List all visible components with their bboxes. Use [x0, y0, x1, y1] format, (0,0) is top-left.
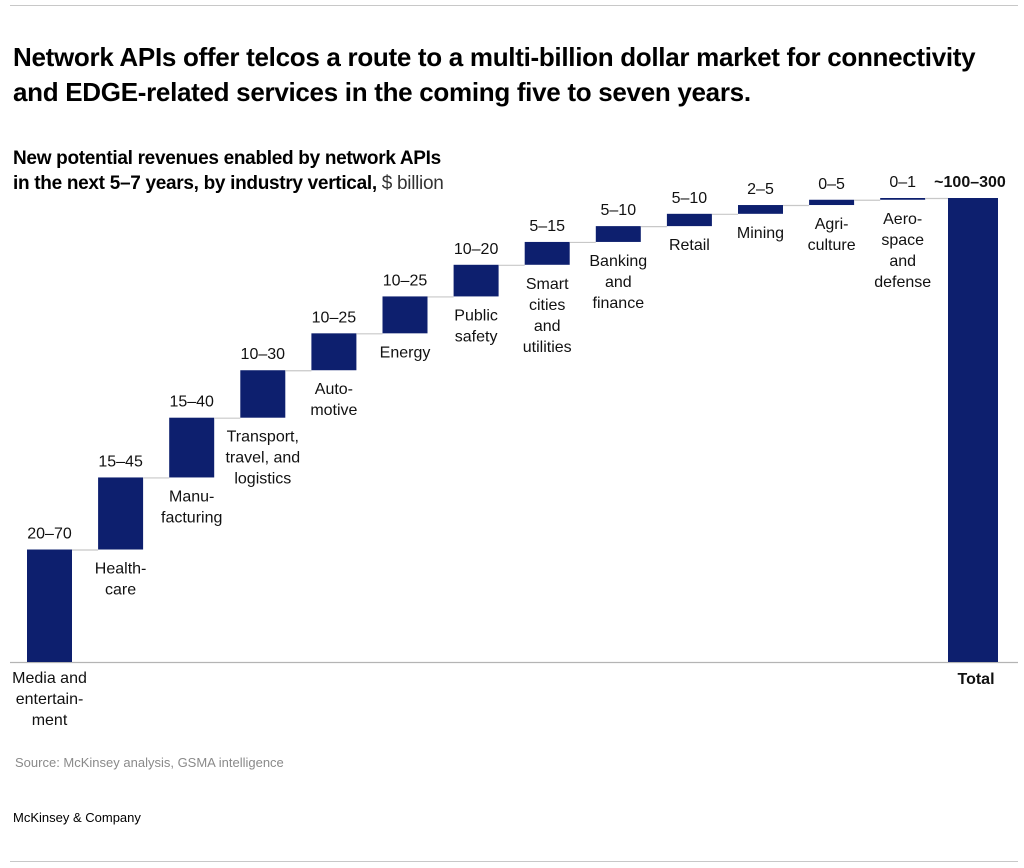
- value-label: 10–25: [383, 272, 428, 289]
- value-label: 20–70: [27, 526, 72, 543]
- total-value-label: ~100–300: [934, 174, 1006, 191]
- category-label: and: [534, 318, 561, 335]
- value-label: 5–15: [529, 218, 565, 235]
- bar-total: [948, 198, 998, 662]
- subtitle-line-2: in the next 5–7 years, by industry verti…: [13, 171, 573, 196]
- category-label: Agri-: [815, 216, 849, 233]
- category-label: space: [881, 232, 924, 249]
- subtitle-line-1: New potential revenues enabled by networ…: [13, 148, 441, 169]
- category-label: Media and: [12, 670, 87, 687]
- category-label: culture: [808, 237, 856, 254]
- category-label: Health-: [95, 561, 147, 578]
- category-label: ment: [32, 712, 68, 729]
- category-label: defense: [874, 274, 931, 291]
- category-label: safety: [455, 328, 498, 345]
- bar-public-safety: [453, 264, 499, 297]
- category-label: and: [605, 274, 632, 291]
- category-label: entertain-: [16, 691, 84, 708]
- category-label: utilities: [523, 339, 572, 356]
- category-label: Smart: [526, 276, 569, 293]
- category-label: Energy: [380, 344, 431, 361]
- category-label: care: [105, 582, 136, 599]
- bar-agriculture: [809, 199, 855, 206]
- category-label: Auto-: [315, 381, 353, 398]
- unit-label: $ billion: [381, 173, 444, 194]
- value-label: 0–5: [818, 176, 845, 193]
- category-label: Manu-: [169, 488, 214, 505]
- category-label: Retail: [669, 237, 710, 254]
- value-label: 15–45: [98, 453, 143, 470]
- bar-banking-and-finance: [595, 226, 641, 242]
- value-label: 10–25: [312, 309, 357, 326]
- headline: Network APIs offer telcos a route to a m…: [13, 42, 976, 107]
- value-label: 5–10: [672, 190, 708, 207]
- bar-aerospace-and-defense: [880, 198, 926, 200]
- value-label: 10–20: [454, 241, 499, 258]
- category-label: Transport,: [227, 429, 299, 446]
- bar-healthcare: [98, 477, 144, 550]
- category-label: and: [889, 253, 916, 270]
- chart-subtitle: New potential revenues enabled by networ…: [13, 146, 573, 196]
- category-label: Aero-: [883, 211, 922, 228]
- bar-media-and-entertainment: [27, 549, 72, 662]
- category-label: logistics: [234, 471, 291, 488]
- category-label: cities: [529, 297, 565, 314]
- bar-automotive: [311, 333, 357, 371]
- subtitle-line-2-text: in the next 5–7 years, by industry verti…: [13, 173, 377, 194]
- category-label: Banking: [589, 253, 647, 270]
- bar-transport-travel-and-logistics: [240, 370, 286, 418]
- category-label: travel, and: [225, 450, 300, 467]
- value-label: 0–1: [889, 174, 916, 191]
- category-label: motive: [310, 402, 357, 419]
- category-label: facturing: [161, 509, 222, 526]
- category-label: Public: [454, 307, 498, 324]
- category-label: finance: [593, 295, 645, 312]
- value-label: 5–10: [601, 202, 637, 219]
- source-note: Source: McKinsey analysis, GSMA intellig…: [15, 755, 284, 770]
- value-label: 10–30: [241, 346, 286, 363]
- bar-energy: [382, 296, 428, 334]
- bar-manufacturing: [169, 417, 215, 478]
- top-divider: [10, 5, 1018, 6]
- total-category-label: Total: [957, 671, 994, 688]
- bar-mining: [738, 205, 783, 214]
- value-label: 15–40: [169, 394, 214, 411]
- bottom-divider: [10, 861, 1018, 862]
- value-label: 2–5: [747, 181, 774, 198]
- brand-footer: McKinsey & Company: [13, 810, 141, 825]
- category-label: Mining: [737, 225, 784, 242]
- bar-retail: [666, 213, 712, 227]
- bar-smart-cities-and-utilities: [524, 241, 570, 265]
